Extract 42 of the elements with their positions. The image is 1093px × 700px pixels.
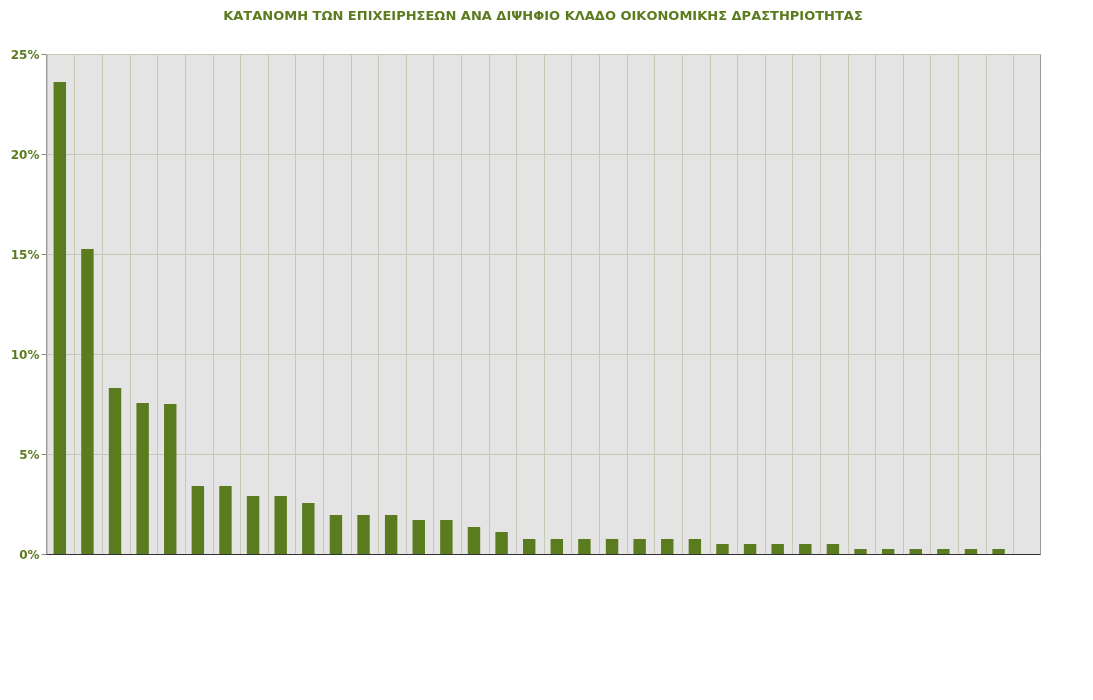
y-tick-label: 25% — [10, 47, 40, 62]
bar — [246, 496, 260, 554]
bar — [108, 388, 122, 554]
bar — [495, 532, 508, 554]
bar — [633, 539, 646, 554]
bar — [136, 403, 149, 554]
bar — [743, 544, 757, 554]
bar — [992, 549, 1005, 554]
bar — [302, 503, 315, 554]
bar — [274, 496, 287, 554]
bar — [716, 544, 729, 554]
bar — [661, 539, 674, 554]
bar — [909, 549, 922, 554]
bar — [191, 486, 205, 554]
bar — [219, 486, 232, 554]
bar — [329, 515, 343, 554]
bar — [881, 549, 895, 554]
y-tick-label: 15% — [10, 247, 40, 262]
bar — [605, 539, 619, 554]
bar — [164, 404, 177, 554]
bar — [854, 549, 867, 554]
bar — [467, 527, 481, 554]
y-tick-label: 5% — [19, 447, 40, 462]
bar — [550, 539, 564, 554]
bar — [412, 520, 425, 554]
bar — [799, 544, 812, 554]
bar — [937, 549, 950, 554]
chart-title: ΚΑΤΑΝΟΜΗ ΤΩΝ ΕΠΙΧΕΙΡΗΣΕΩΝ ΑΝΑ ΔΙΨΗΦΙΟ ΚΛΑΔΟ ΟΙΚΟΝΟΜΙΚΗΣ ΔΡΑΣΤΗΡΙΟΤΗΤΑΣ — [223, 8, 863, 23]
y-tick-label: 20% — [10, 147, 40, 162]
bar — [964, 549, 978, 554]
bar — [688, 539, 702, 554]
y-tick-label: 0% — [19, 547, 40, 562]
bar — [522, 539, 536, 554]
bar — [771, 544, 784, 554]
bar — [53, 82, 67, 554]
bar — [384, 515, 398, 554]
bar — [81, 249, 94, 554]
y-tick-label: 10% — [10, 347, 40, 362]
bar — [826, 544, 840, 554]
bar — [578, 539, 591, 554]
bar — [357, 515, 370, 554]
bar — [440, 520, 453, 554]
